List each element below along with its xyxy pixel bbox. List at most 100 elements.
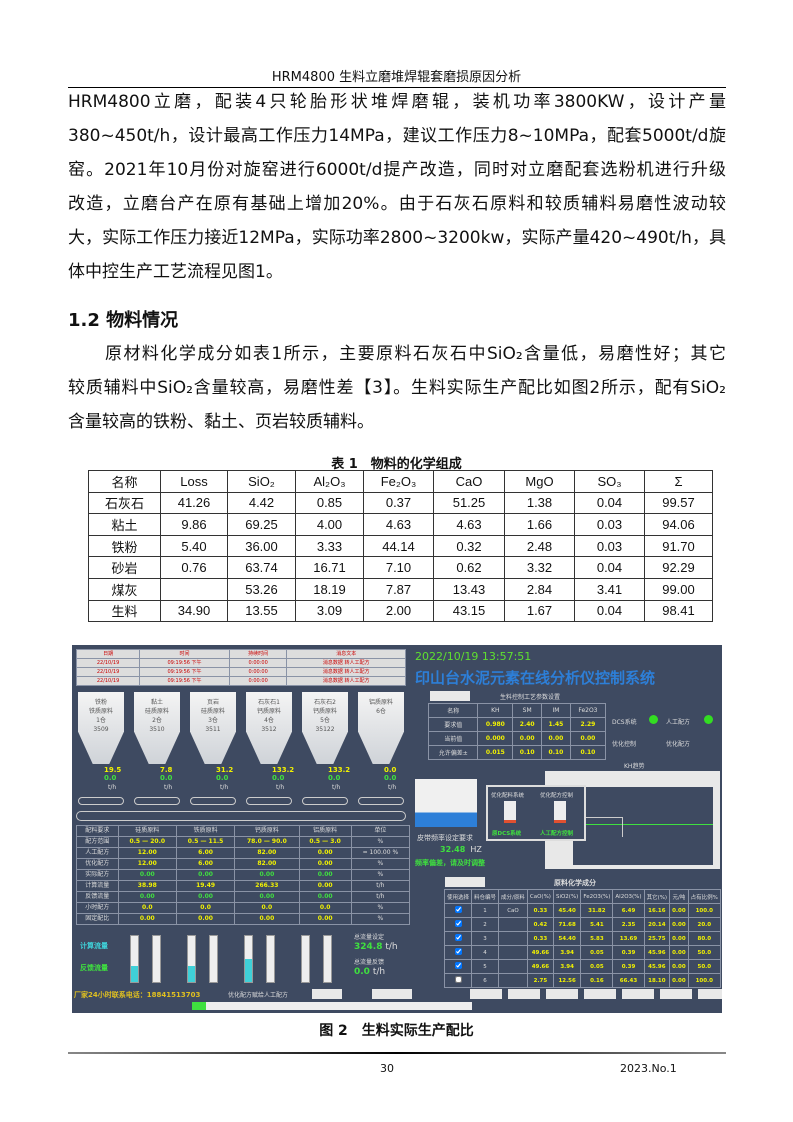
table-row: 22/10/19 09:19:56 下午 0:00:00 消息数据 转人工配方 [75,676,406,686]
silo-name: 铁粉 [94,699,107,706]
flow-unit: t/h [276,784,285,791]
chem-table: 使用选择 料仓编号 成分/原料 CaO(%) SiO2(%) Fe2O3(%) Al2O3(… [443,889,721,988]
flow-unit: t/h [332,784,341,791]
table-cell: 2.84 [504,577,575,601]
screen-button[interactable] [372,989,412,999]
table-cell: 1.67 [504,599,575,623]
feeder-belt [190,797,236,805]
feedback-flow-bar [209,935,218,983]
table-cell: 80.0 [687,931,721,946]
silo: 页岩 硅质原料 3仓 3511 [190,692,236,764]
silo-bin: 1仓 [96,717,106,724]
silo: 石灰石1 钙质原料 4仓 3512 [246,692,292,764]
belt-value: 32.48 [440,845,466,854]
table-cell: 99.00 [644,577,713,601]
select-cell [443,931,473,946]
table-row: 人工配方 12.00 6.00 82.00 0.00 = 100.00 % [76,847,411,859]
select-cell [443,945,473,960]
table-cell: 71.68 [552,917,582,932]
table-cell: 5.83 [580,931,614,946]
flow-unit: t/h [388,784,397,791]
table-cell: 0.0 [234,902,300,914]
table-cell: 0.00 [298,869,352,881]
header-cell: 铁质原料 [175,825,236,837]
opt-ctrl-label: 优化控制 [612,741,637,748]
control-button[interactable] [698,989,722,999]
silo-flow: 133.2 0.0 [328,766,350,782]
table-cell: % [350,836,411,848]
assign-label: 优化配方赋给人工配方 [228,992,289,999]
header-cell: 料仓编号 [471,889,500,904]
table-cell: 22/10/19 [75,676,141,686]
use-checkbox[interactable] [454,962,462,969]
use-checkbox[interactable] [454,906,462,913]
table-cell: 粘土 [88,513,161,536]
select-cell [443,959,473,974]
header-cell: Σ [644,470,713,493]
kh-trend-chart [545,771,720,869]
text-line: HRM4800立磨，配装4只轮胎形状堆焊磨辊，装机功率3800KW，设计产量 [68,92,726,112]
table-row: 3 0.33 54.40 5.83 13.69 25.75 0.00 80.0 [443,931,721,946]
header-cell: 铝质原料 [298,825,352,837]
table-cell: 0.5 — 11.5 [175,836,236,848]
control-button[interactable] [470,989,502,999]
table-cell: 82.00 [234,858,300,870]
feedback-flow-bar [152,935,161,983]
chem-menu-button[interactable] [445,877,485,887]
calc-flow-bar [130,935,139,983]
table-row: 计算流量 38.98 19.49 266.33 0.00 t/h [76,880,411,892]
table-cell: 4.63 [363,513,434,536]
toggle-switch-right[interactable] [554,801,566,823]
toggle-switch-left[interactable] [504,801,516,823]
belt-warning: 频率偏差，请及时调整 [415,859,485,867]
header-cell: Fe2O3 [569,703,607,718]
table-cell: 4.63 [433,513,505,536]
table-cell: 0.04 [574,599,645,623]
header-cell: Fe2O3(%) [580,889,614,904]
header-row: 名称 Loss SiO₂ Al₂O₃ Fe₂O₃ CaO MgO SO₃ Σ [88,470,713,493]
control-button[interactable] [584,989,616,999]
header-cell: Fe₂O₃ [363,470,434,493]
table-cell: 18.19 [295,577,364,601]
flow-feedback: 0.0 [272,774,285,782]
silo-type: 铁质原料 [88,708,113,715]
table-cell: 3.41 [574,577,645,601]
table-cell: 22/10/19 [75,667,141,677]
table-cell: 6.00 [175,847,236,859]
select-cell [443,973,473,988]
flow-set: 19.5 [104,766,122,774]
table-row: 当前值 0.000 0.00 0.00 0.00 [427,731,607,746]
flow-set: 31.2 [216,766,234,774]
use-checkbox[interactable] [454,976,462,983]
silo-name: 石灰石1 [258,699,280,706]
table-cell: 20.14 [643,917,671,932]
use-checkbox[interactable] [454,920,462,927]
table-cell: 2.40 [512,717,543,732]
table-row: 1 CaO 0.33 45.40 31.82 6.49 16.16 0.00 100.0 [443,903,721,918]
table-cell: 66.43 [612,973,645,988]
manual-label: 人工配方 [666,719,691,726]
table-cell: 0.0 [117,902,177,914]
table-cell: 38.98 [117,880,177,892]
control-button[interactable] [660,989,692,999]
header-cell: 消息文本 [286,649,406,659]
table-cell: 消息数据 转人工配方 [286,658,406,668]
menu-button[interactable] [430,691,470,701]
table-cell: 13.55 [227,599,296,623]
table-cell: 3.94 [552,945,582,960]
control-button[interactable] [546,989,578,999]
use-checkbox[interactable] [454,948,462,955]
running-header: HRM4800 生料立磨堆焊辊套磨损原因分析 [271,70,522,85]
assign-button[interactable] [312,989,342,999]
table-cell: 小时配方 [76,902,119,914]
table-row: 2 0.42 71.68 5.41 2.35 20.14 0.00 20.0 [443,917,721,932]
table-cell: t/h [350,891,411,903]
table-cell: 92.29 [644,556,713,579]
table-cell: 固定配比 [76,913,119,925]
control-button[interactable] [508,989,540,999]
control-button[interactable] [622,989,654,999]
use-checkbox[interactable] [454,934,462,941]
table-cell: 计算流量 [76,880,119,892]
table-cell: % [350,902,411,914]
silo-flow: 133.2 0.0 [272,766,294,782]
